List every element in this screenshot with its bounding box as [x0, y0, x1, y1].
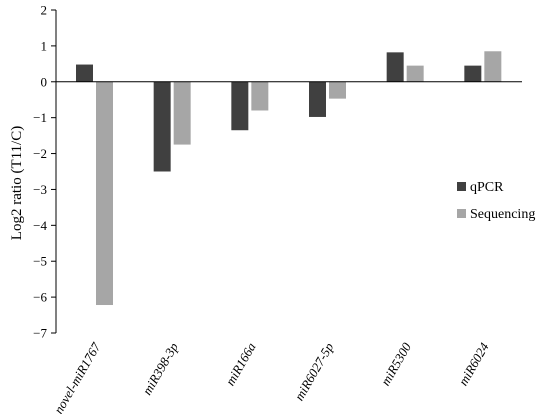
legend-swatch-sequencing: [457, 209, 466, 218]
legend-label-sequencing: Sequencing: [470, 207, 535, 222]
y-tick-label: −4: [33, 218, 47, 233]
category-label: miR6027-5p: [291, 340, 336, 404]
y-tick-label: −2: [33, 146, 47, 161]
bar-qpcr-mir6024: [464, 65, 482, 82]
legend-swatch-qpcr: [457, 182, 466, 191]
category-label: miR166a: [222, 340, 259, 389]
bar-sequencing-novel-mir1767: [96, 81, 113, 306]
category-label: miR5300: [378, 340, 415, 389]
category-label: miR398-3p: [139, 340, 181, 398]
bar-sequencing-mir6027-5p: [329, 81, 346, 99]
bar-qpcr-mir5300: [386, 52, 404, 82]
y-tick-label: 1: [41, 38, 48, 53]
y-tick-label: −3: [33, 182, 47, 197]
y-axis: 2 1 0 −1 −2 −3 −4 −5 −6 −7: [33, 3, 57, 341]
y-tick-label: −6: [33, 290, 47, 305]
bar-qpcr-mir166a: [231, 81, 249, 131]
bar-sequencing-mir5300: [406, 65, 424, 82]
bar-sequencing-mir166a: [251, 81, 269, 111]
bar-sequencing-mir6024: [484, 51, 502, 82]
legend-label-qpcr: qPCR: [470, 180, 504, 195]
y-axis-title: Log2 ratio (T11/C): [9, 126, 25, 240]
bar-qpcr-novel-mir1767: [76, 64, 93, 82]
legend: qPCR Sequencing: [457, 180, 535, 222]
y-tick-label: 0: [41, 74, 48, 89]
bars: [76, 51, 502, 306]
y-tick-label: −1: [33, 110, 47, 125]
bar-sequencing-mir398-3p: [173, 81, 191, 145]
y-tick-label: 2: [41, 3, 48, 18]
category-labels: novel-miR1767 miR398-3p miR166a miR6027-5p m…: [51, 340, 492, 414]
category-label: miR6024: [455, 340, 492, 389]
y-tick-label: −5: [33, 254, 47, 269]
bar-qpcr-mir398-3p: [153, 81, 171, 172]
y-tick-label: −7: [33, 326, 47, 341]
category-label: novel-miR1767: [51, 340, 104, 414]
bar-qpcr-mir6027-5p: [309, 81, 326, 117]
